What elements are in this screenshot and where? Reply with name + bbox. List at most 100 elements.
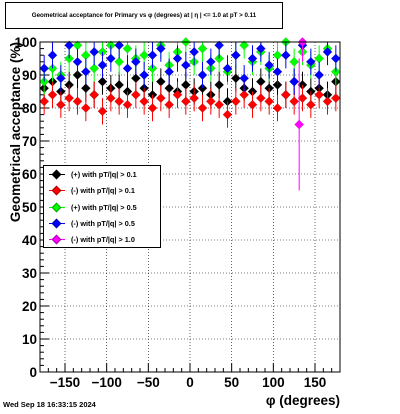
data-point [230,96,241,107]
x-tick-label: −100 [91,375,121,390]
x-tick-label: 50 [224,375,239,390]
legend-marker [51,234,62,245]
data-point [197,70,208,80]
data-point [305,99,316,110]
data-point [289,96,300,107]
series-2 [39,81,341,128]
data-point [314,70,325,80]
data-point [97,106,108,117]
data-point [247,99,258,110]
y-tick-label: 40 [22,233,37,248]
series-5 [294,37,308,191]
data-point [272,50,283,61]
data-point [305,56,316,67]
data-point [239,40,250,51]
data-point [255,76,266,87]
data-point [47,89,58,100]
timestamp: Wed Sep 18 16:33:15 2024 [3,400,96,409]
data-point [97,76,108,87]
data-point [197,103,208,113]
legend-entry: (-) with pT/|q| > 0.5 [44,217,160,231]
y-tick-label: 90 [22,68,37,83]
data-point [272,66,283,77]
data-point [239,89,250,100]
data-point [172,89,183,100]
data-point [64,40,75,51]
data-point [130,89,141,100]
legend-marker [51,202,62,213]
data-point [47,50,58,61]
y-tick-label: 30 [22,266,37,281]
data-point [122,63,133,74]
data-point [89,47,100,57]
data-point [289,56,300,67]
x-axis-title: φ (degrees) [266,393,340,408]
y-tick-label: 80 [22,101,37,116]
x-tick-label: 150 [304,375,327,390]
data-point [189,47,200,57]
data-point [155,43,166,54]
data-point [264,96,275,107]
y-tick-label: 50 [22,200,37,215]
data-point [289,76,300,87]
legend-label: (-) with pT/|q| > 1.0 [71,235,135,245]
data-point [189,93,200,103]
data-point [180,80,191,90]
data-point [80,103,91,113]
data-point [214,40,225,51]
data-point [330,53,341,64]
data-point [214,80,225,90]
data-point [314,89,325,100]
data-point [180,96,191,107]
y-tick-label: 0 [29,365,37,380]
legend-label: (+) with pT/|q| > 0.5 [71,202,137,212]
x-tick-label: 0 [186,375,194,390]
data-point [222,63,233,74]
data-point [64,93,75,103]
data-point [39,63,50,74]
chart-title: Geometrical acceptance for Primary vs φ … [5,2,283,29]
data-point [80,83,91,94]
data-point [89,89,100,100]
data-point [139,70,150,80]
data-point [105,53,116,64]
data-point [72,56,83,67]
data-point [155,93,166,103]
data-point [294,119,305,130]
data-point [255,43,266,54]
data-point [164,66,175,77]
data-point [205,56,216,67]
legend: (+) with pT/|q| > 0.1 (-) with pT/|q| > 0… [43,165,161,248]
data-point [55,99,66,110]
data-point [172,53,183,64]
y-axis-title: Geometrical acceptance (%) [8,42,23,222]
data-point [122,99,133,110]
y-tick-label: 100 [14,35,37,50]
data-point [147,50,158,61]
legend-label: (-) with pT/|q| > 0.1 [71,186,135,196]
y-tick-label: 20 [22,299,37,314]
data-point [139,96,150,107]
legend-label: (+) with pT/|q| > 0.1 [71,170,137,179]
data-point [255,93,266,103]
data-point [139,50,150,61]
x-tick-label: −50 [137,375,160,390]
x-tick-label: −150 [50,375,80,390]
x-tick-label: 100 [262,375,285,390]
y-tick-label: 70 [22,134,37,149]
data-point [180,60,191,70]
data-point [80,50,91,61]
legend-marker [51,169,62,180]
data-point [147,103,158,113]
data-point [197,43,208,54]
data-point [114,40,125,51]
data-point [130,56,141,67]
legend-marker [51,185,62,196]
plot-frame [39,41,341,373]
legend-entry: (-) with pT/|q| > 0.1 [44,184,160,198]
data-point [97,60,108,70]
data-point [230,73,241,84]
data-point [214,99,225,110]
data-point [39,96,50,107]
